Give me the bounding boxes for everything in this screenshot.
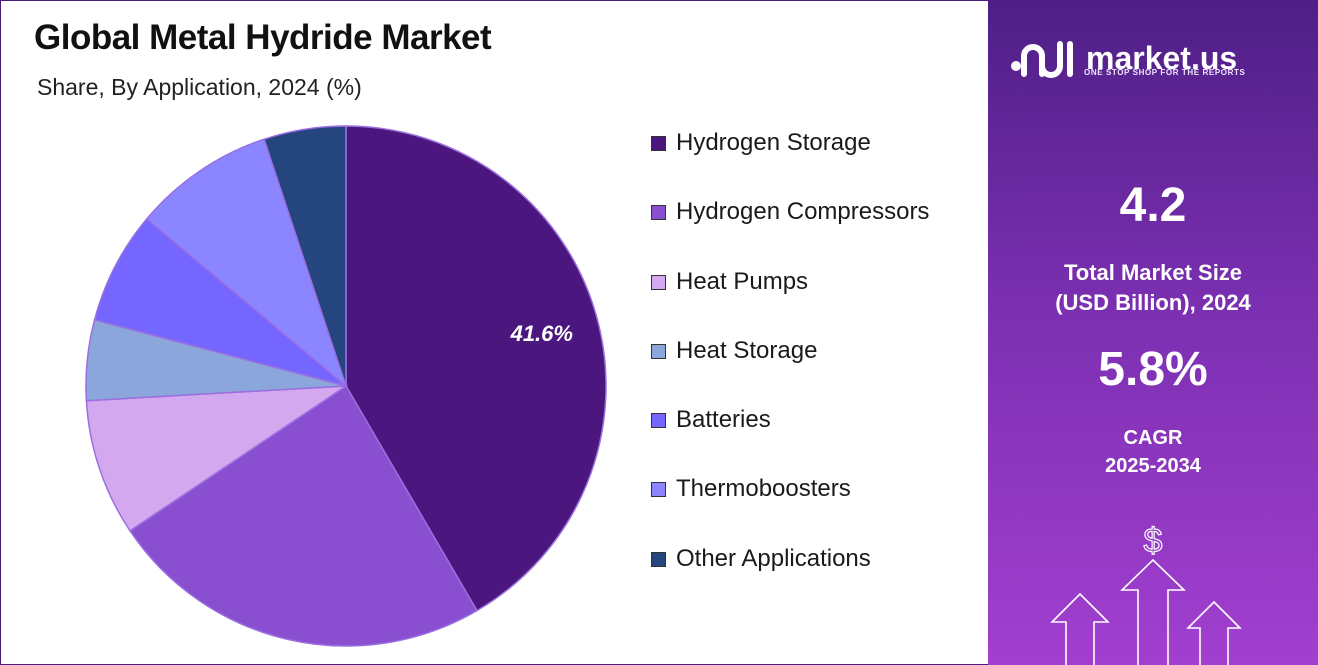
legend: Hydrogen Storage Hydrogen Compressors He… xyxy=(651,127,929,612)
dollar-sign-icon: $ xyxy=(1144,522,1163,560)
legend-item-hydrogen-storage: Hydrogen Storage xyxy=(651,127,929,196)
legend-label: Heat Pumps xyxy=(676,267,809,295)
legend-item-other-applications: Other Applications xyxy=(651,543,929,612)
legend-label: Thermoboosters xyxy=(676,475,851,503)
legend-label: Batteries xyxy=(676,406,771,434)
pie-slice-hydrogen-compressors xyxy=(129,384,478,647)
cagr-label-line1: CAGR xyxy=(1123,427,1183,449)
market-size-label-line2: (USD Billion), 2024 xyxy=(1055,290,1251,315)
stats-panel: market.us ONE STOP SHOP FOR THE REPORTS … xyxy=(988,0,1318,665)
legend-label: Heat Storage xyxy=(676,336,818,364)
legend-label: Hydrogen Storage xyxy=(676,129,871,156)
market-size-label-line1: Total Market Size xyxy=(1063,260,1243,285)
pie-chart: 41.6% xyxy=(85,125,607,647)
brand-tagline: ONE STOP SHOP FOR THE REPORTS xyxy=(1084,68,1246,77)
legend-label: Other Applications xyxy=(676,544,871,572)
legend-item-heat-storage: Heat Storage xyxy=(651,335,929,404)
legend-swatch xyxy=(651,343,666,359)
legend-swatch xyxy=(651,136,666,151)
legend-swatch xyxy=(651,413,666,429)
chart-title: Global Metal Hydride Market xyxy=(34,18,492,57)
legend-item-hydrogen-compressors: Hydrogen Compressors xyxy=(651,196,929,265)
pie-slice-heat-pumps xyxy=(85,385,349,532)
legend-swatch xyxy=(651,482,666,498)
chart-subtitle: Share, By Application, 2024 (%) xyxy=(37,74,362,100)
pie-slice-hydrogen-storage xyxy=(345,125,607,612)
cagr-value: 5.8% xyxy=(1098,343,1208,396)
brand-name: market.us xyxy=(1086,40,1238,76)
pie-svg: 41.6% xyxy=(85,125,607,647)
legend-item-thermoboosters: Thermoboosters xyxy=(651,473,929,542)
pie-slice-thermoboosters xyxy=(145,138,348,389)
cagr-label-line2: 2025-2034 xyxy=(1105,455,1201,477)
market-size-value: 4.2 xyxy=(1119,179,1187,232)
growth-arrows-icon: $ xyxy=(1050,521,1242,665)
pie-slice-other-applications xyxy=(263,125,347,387)
cagr-label: CAGR 2025-2034 xyxy=(988,424,1318,480)
legend-item-heat-pumps: Heat Pumps xyxy=(651,266,929,335)
legend-swatch xyxy=(651,274,666,290)
market-size-label: Total Market Size (USD Billion), 2024 xyxy=(988,258,1318,318)
legend-label: Hydrogen Compressors xyxy=(676,198,930,226)
data-label-hydrogen-storage: 41.6% xyxy=(510,321,573,346)
legend-swatch xyxy=(651,551,666,567)
legend-swatch xyxy=(651,205,666,221)
legend-item-batteries: Batteries xyxy=(651,404,929,473)
brand-logo: market.us xyxy=(1008,36,1237,80)
pie-slice-batteries xyxy=(93,217,347,387)
market-us-logo-icon xyxy=(1011,41,1073,78)
